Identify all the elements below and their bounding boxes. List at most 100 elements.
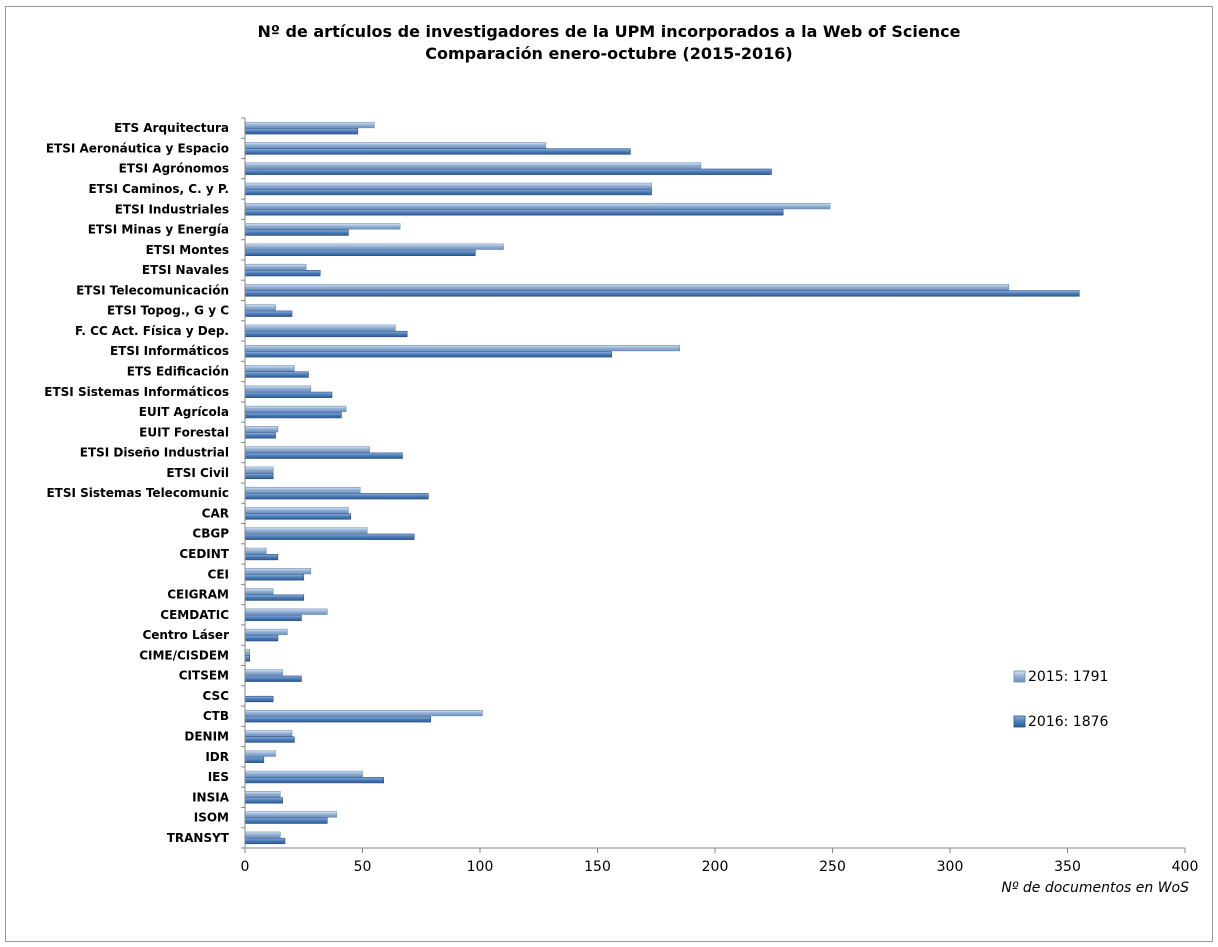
bar-2015 (244, 588, 274, 595)
category-label: ISOM (194, 811, 229, 825)
bar-2016 (244, 533, 415, 540)
bar-2015 (244, 466, 274, 473)
axes-layer (241, 117, 1186, 853)
chart-subtitle: Comparación enero-octubre (2015-2016) (425, 44, 793, 63)
category-label: ETSI Diseño Industrial (80, 446, 229, 460)
bar-2016 (244, 148, 631, 155)
category-label: ETSI Minas y Energía (88, 223, 229, 237)
bar-2016 (244, 310, 293, 317)
legend-swatch-2015 (1013, 670, 1026, 683)
category-label: TRANSYT (167, 831, 230, 845)
category-label: ETSI Montes (146, 243, 229, 257)
bar-2015 (244, 507, 349, 514)
category-label: CEIGRAM (167, 588, 229, 602)
category-label: CEI (208, 567, 229, 581)
bar-2015 (244, 831, 281, 838)
bar-2016 (244, 695, 274, 703)
bar-2016 (244, 188, 652, 196)
x-tick-label: 400 (1172, 859, 1199, 875)
category-label: ETSI Topog., G y C (107, 304, 229, 318)
x-tick-label: 350 (1054, 859, 1081, 875)
bar-2016 (244, 270, 321, 277)
bar-2016 (244, 168, 772, 175)
category-label: ETSI Telecomunicación (76, 283, 229, 297)
bar-2015 (244, 669, 283, 676)
category-label: IES (208, 770, 229, 784)
category-label: CEMDATIC (160, 608, 229, 622)
bar-2016 (244, 391, 333, 398)
bar-2016 (244, 330, 408, 338)
bar-2016 (244, 756, 265, 763)
bar-2015 (244, 263, 307, 271)
bar-2015 (244, 142, 547, 149)
x-tick-label: 100 (467, 859, 494, 875)
bar-2016 (244, 412, 342, 419)
bar-2015 (244, 365, 295, 372)
category-label: ETSI Civil (166, 466, 229, 480)
bar-2015 (244, 426, 279, 433)
bar-2016 (244, 371, 309, 378)
x-tick-label: 50 (354, 859, 372, 875)
bar-2015 (244, 486, 361, 494)
category-label: ETSI Navales (142, 263, 229, 277)
bar-2015 (244, 811, 337, 818)
category-label: CTB (203, 709, 229, 723)
bar-2016 (244, 229, 349, 236)
bar-2016 (244, 290, 1080, 297)
category-label: CBGP (192, 527, 229, 541)
category-label: ETSI Aeronáutica y Espacio (46, 141, 229, 155)
bar-2016 (244, 574, 305, 581)
category-label: CAR (202, 506, 229, 520)
category-label: CEDINT (179, 547, 229, 561)
bar-2015 (244, 547, 267, 554)
category-label: ETS Arquitectura (114, 121, 229, 135)
bar-2015 (244, 405, 347, 413)
bar-2015 (244, 223, 401, 230)
bar-2015 (244, 182, 652, 189)
legend-label: 2015: 1791 (1028, 669, 1108, 685)
bar-2016 (244, 553, 279, 561)
category-labels: ETS Arquitectura ETSI Aeronáutica y Espac… (44, 121, 230, 845)
category-label: ETSI Agrónomos (119, 162, 229, 176)
bar-2016 (244, 209, 784, 216)
category-label: CSC (203, 689, 230, 703)
bar-2016 (244, 797, 283, 804)
bar-2016 (244, 249, 476, 257)
bar-2015 (244, 446, 370, 453)
bar-2015 (244, 203, 831, 210)
bar-2015 (244, 385, 312, 392)
bar-2015 (244, 730, 293, 737)
x-axis-label: Nº de documentos en WoS (1001, 880, 1189, 896)
bar-2016 (244, 817, 328, 824)
bar-2016 (244, 716, 431, 723)
bar-2015 (244, 568, 312, 575)
category-label: CITSEM (179, 669, 229, 683)
bar-2015 (244, 791, 281, 798)
bar-2016 (244, 128, 359, 135)
category-label: F. CC Act. Física y Dep. (75, 324, 229, 338)
bar-2016 (244, 351, 612, 358)
bar-2015 (244, 649, 250, 656)
bar-2016 (244, 594, 305, 601)
chart-area (5, 6, 1213, 942)
bar-2016 (244, 655, 250, 662)
bar-2015 (244, 304, 276, 311)
x-tick-labels: 0 50 100 150 200 250 300 350 400 (241, 859, 1199, 875)
x-tick-label: 150 (584, 859, 611, 875)
bar-2016 (244, 777, 384, 784)
x-tick-label: 200 (702, 859, 729, 875)
category-label: EUIT Forestal (139, 425, 229, 439)
category-label: ETSI Sistemas Telecomunic (46, 486, 229, 500)
legend: 2015: 1791 2016: 1876 (1013, 669, 1109, 730)
x-tick-label: 300 (937, 859, 964, 875)
bar-2015 (244, 121, 375, 129)
bar-2016 (244, 675, 302, 682)
bar-2015 (244, 284, 1010, 291)
bar-2015 (244, 750, 276, 757)
category-label: DENIM (184, 729, 229, 743)
category-label: IDR (205, 750, 229, 764)
legend-label: 2016: 1876 (1028, 714, 1109, 730)
bar-2016 (244, 452, 403, 459)
bar-2015 (244, 162, 702, 169)
